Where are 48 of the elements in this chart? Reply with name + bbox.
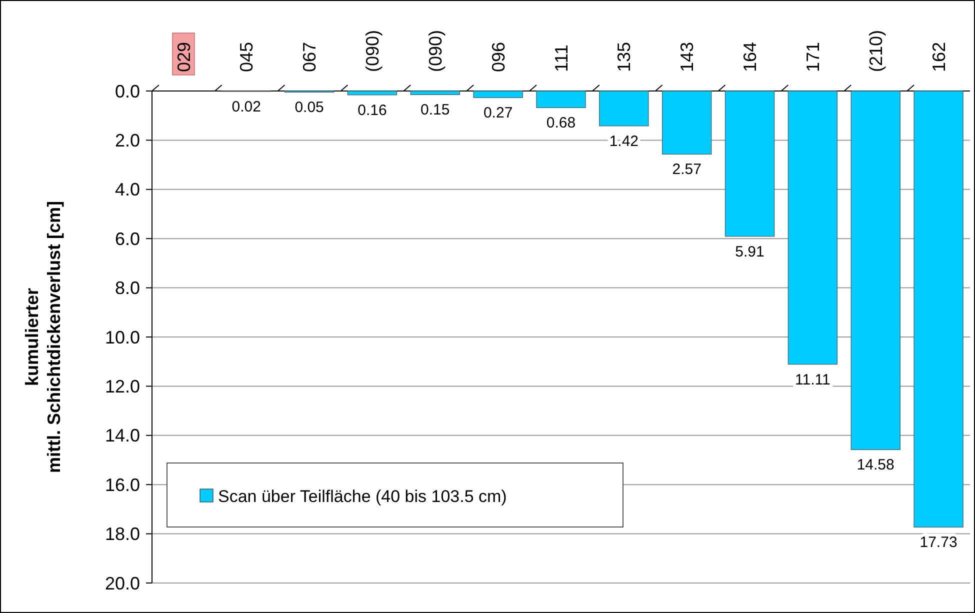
y-tick-label: 20.0 — [104, 573, 140, 594]
y-tick-label: 10.0 — [104, 327, 140, 348]
data-label: 0.27 — [483, 104, 513, 122]
y-tick-label: 4.0 — [114, 180, 140, 200]
x-tick-label: 164 — [740, 42, 760, 72]
data-label: 2.57 — [672, 161, 702, 178]
data-label: 0.68 — [546, 114, 576, 132]
data-label: 0.05 — [294, 99, 324, 116]
data-label: 0.15 — [420, 102, 450, 119]
x-tick-label: 135 — [614, 42, 634, 72]
data-label: 5.91 — [735, 243, 764, 260]
data-label: 11.11 — [795, 371, 830, 388]
data-label: 0.02 — [232, 98, 261, 116]
data-label: 1.42 — [609, 132, 639, 150]
data-label: 17.73 — [920, 534, 958, 552]
bar — [473, 90, 523, 98]
y-tick-label: 2.0 — [114, 130, 140, 150]
y-tick-label: 18.0 — [104, 524, 140, 544]
x-tick-label: 171 — [802, 42, 823, 72]
x-tick-label: 096 — [488, 42, 508, 72]
y-tick-label: 6.0 — [114, 228, 140, 249]
y-tick-label: 8.0 — [114, 278, 140, 298]
bar — [914, 90, 964, 528]
x-tick-label: 045 — [236, 42, 257, 72]
data-label: 14.58 — [856, 456, 894, 474]
y-tick-label: 14.0 — [104, 426, 140, 446]
bar — [347, 90, 398, 96]
bar — [724, 90, 775, 237]
legend-label: Scan über Teilfläche (40 bis 103.5 cm) — [218, 486, 507, 506]
bar — [410, 90, 460, 95]
x-tick-label: 111 — [551, 44, 572, 72]
x-tick-label: 143 — [677, 42, 698, 72]
x-tick-label: (090) — [425, 30, 446, 72]
x-tick-label: 067 — [300, 42, 320, 72]
bar — [536, 90, 586, 108]
bar — [850, 90, 900, 450]
y-tick-label: 12.0 — [104, 376, 140, 396]
bar — [599, 90, 649, 126]
x-tick-label: (090) — [362, 30, 383, 72]
x-tick-label: 029 — [174, 42, 194, 72]
y-tick-label: 16.0 — [104, 474, 140, 495]
y-axis-title: kumulierter mittl. Schichtdickenverlust [cm] — [22, 200, 64, 474]
data-label: 0.16 — [358, 102, 387, 119]
x-tick-label: 162 — [928, 42, 949, 72]
bar — [788, 90, 838, 365]
bar — [662, 90, 712, 155]
y-tick-label: 0.0 — [114, 81, 140, 102]
x-tick-label: (210) — [866, 30, 886, 72]
